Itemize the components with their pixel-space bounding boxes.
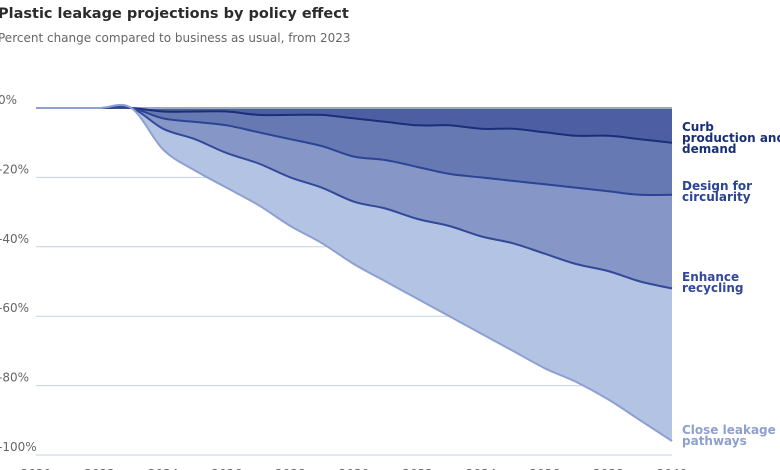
chart-subtitle: Percent change compared to business as u… (0, 31, 351, 45)
series-labels: Curb production and demand Design for circul… (682, 120, 780, 448)
y-tick-label: -60% (0, 301, 29, 315)
y-tick-label: 0% (0, 93, 17, 107)
series-line-design-for-circularity (35, 106, 673, 197)
series-label-design-for-circularity: Design for circularity (682, 179, 752, 204)
x-tick-label: 2036 (530, 467, 561, 470)
x-tick-label: 2028 (275, 467, 306, 470)
x-tick-label: 2038 (593, 467, 624, 470)
chart-title: Plastic leakage projections by policy ef… (0, 6, 349, 22)
x-tick-label: 2032 (402, 467, 433, 470)
y-tick-label: -20% (0, 162, 29, 176)
y-tick-label: -100% (0, 440, 37, 454)
x-tick-label: 2034 (466, 467, 497, 470)
x-tick-label: 2020 (21, 467, 52, 470)
area-bands (36, 104, 672, 442)
area-band-close-leakage-pathways (36, 104, 672, 442)
series-line-enhance-recycling (35, 105, 673, 290)
series-label-close-leakage-pathways: Close leakage pathways (682, 423, 776, 448)
series-line-close-leakage-pathways (35, 103, 673, 442)
y-axis-ticks: 0% -20% -40% -60% -80% -100% (0, 93, 37, 454)
x-tick-label: 2026 (212, 467, 243, 470)
series-label-enhance-recycling: Enhance recycling (682, 270, 743, 295)
x-tick-label: 2024 (148, 467, 179, 470)
y-tick-label: -80% (0, 371, 29, 385)
area-band-curb-production-and-demand (36, 107, 672, 143)
x-axis-ticks: 2020 2022 2024 2026 2028 2030 2032 2034 2036 2038… (21, 467, 688, 470)
y-tick-label: -40% (0, 232, 29, 246)
series-lines (35, 103, 673, 442)
x-tick-label: 2040 (657, 467, 688, 470)
series-label-curb-production-and-demand: Curb production and demand (682, 120, 780, 156)
x-tick-label: 2030 (339, 467, 370, 470)
series-line-curb-production-and-demand (35, 106, 673, 144)
x-tick-label: 2022 (84, 467, 115, 470)
